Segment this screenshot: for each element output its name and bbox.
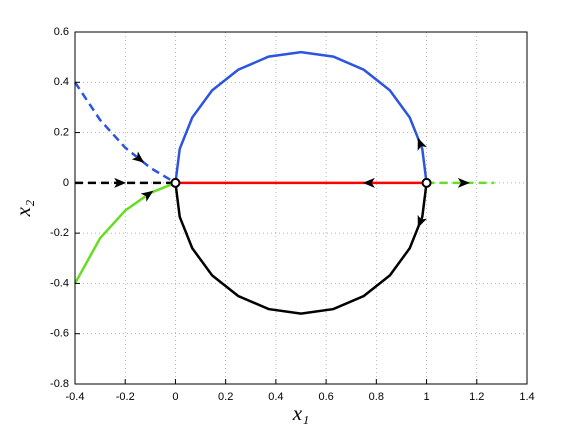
x-tick-label: 0.8 xyxy=(369,391,384,403)
y-axis-label: x₂ xyxy=(11,200,35,218)
plot-frame xyxy=(74,31,528,385)
direction-arrow xyxy=(457,177,470,188)
x-tick-label: 0 xyxy=(172,391,178,403)
y-tick-label: -0.4 xyxy=(50,277,69,289)
x-tick-label: 0.6 xyxy=(318,391,333,403)
x-tick-label: 0.2 xyxy=(218,391,233,403)
direction-arrow xyxy=(417,214,427,228)
x-tick-label: 1.4 xyxy=(519,391,534,403)
x-tick-label: 0.4 xyxy=(268,391,283,403)
equilibrium-point xyxy=(421,177,432,188)
direction-arrow xyxy=(140,190,154,202)
y-tick-label: 0 xyxy=(63,177,69,189)
x-tick-label: -0.2 xyxy=(116,391,135,403)
trajectory xyxy=(73,81,177,184)
y-tick-label: 0.4 xyxy=(54,76,69,88)
x-tick-label: -0.4 xyxy=(66,391,85,403)
x-tick-label: 1 xyxy=(423,391,429,403)
y-tick-label: 0.6 xyxy=(54,26,69,38)
trajectory xyxy=(174,50,428,184)
y-tick-label: -0.2 xyxy=(50,227,69,239)
direction-arrow xyxy=(417,137,427,151)
direction-arrow xyxy=(114,177,127,188)
direction-arrow xyxy=(362,177,375,188)
trajectory xyxy=(174,182,428,315)
x-tick-label: 1.2 xyxy=(469,391,484,403)
x-axis-label: x₁ xyxy=(292,401,310,425)
trajectory xyxy=(73,181,176,285)
equilibrium-point xyxy=(170,177,181,188)
direction-arrow xyxy=(131,151,145,163)
y-tick-label: 0.2 xyxy=(54,126,69,138)
y-tick-label: -0.8 xyxy=(50,378,69,390)
plot-area xyxy=(75,32,527,384)
y-tick-label: -0.6 xyxy=(50,328,69,340)
